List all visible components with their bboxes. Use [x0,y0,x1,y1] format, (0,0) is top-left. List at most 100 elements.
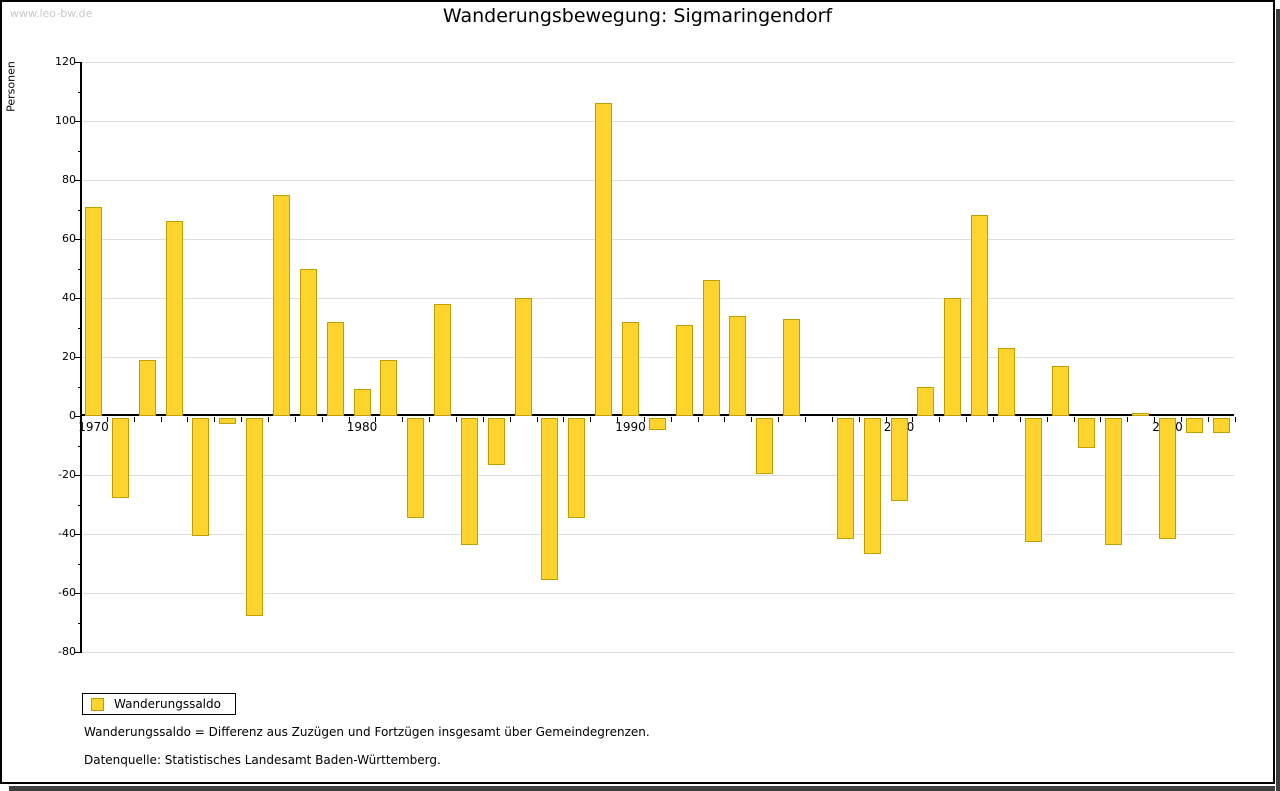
y-tick--20 [75,475,81,476]
bar-2004 [997,348,1015,416]
x-tick-22 [697,417,699,422]
bar-1988 [568,418,586,519]
bar-1978 [299,268,317,416]
y-minor-tick-110 [78,91,81,93]
y-tick-40 [75,298,81,299]
legend-swatch-icon [91,697,104,711]
gridline--60 [82,593,1234,594]
gridline-20 [82,357,1234,358]
y-tick-label-120: 120 [55,55,76,68]
x-tick-3 [187,417,189,422]
y-axis-title: Personen [4,61,18,112]
x-tick-2 [160,417,162,422]
x-axis-label-1970: 1970 [78,420,109,434]
window-shadow-right [1276,9,1280,791]
bar-1987 [541,418,559,581]
gridline--80 [82,652,1234,653]
bar-1996 [783,318,801,416]
x-tick-41 [1207,417,1209,422]
x-tick-4 [214,417,216,422]
y-tick-80 [75,180,81,181]
bar-1989 [595,103,613,416]
bar-2000 [890,418,908,501]
y-tick-20 [75,357,81,358]
x-tick-31 [939,417,941,422]
x-tick-25 [778,417,780,422]
bar-1977 [272,194,290,416]
y-minor-tick-10 [78,386,81,388]
x-tick-37 [1100,417,1102,422]
y-axis-line [80,62,82,653]
x-tick-27 [831,417,833,422]
x-tick-12 [429,417,431,422]
y-tick--60 [75,593,81,594]
x-tick-28 [858,417,860,422]
x-tick-30 [912,417,914,422]
x-tick-33 [992,417,994,422]
y-minor-tick--30 [78,504,81,506]
x-tick-21 [670,417,672,422]
bar-1990 [622,321,639,416]
bar-1981 [380,359,398,416]
bar-1972 [138,359,156,416]
y-minor-tick-30 [78,327,81,329]
x-tick-24 [751,417,753,422]
y-tick-label-0: 0 [69,409,76,422]
x-tick-36 [1073,417,1075,422]
x-tick-40 [1180,417,1182,422]
x-tick-42 [1234,417,1236,422]
x-tick-8 [321,417,323,422]
bar-2006 [1051,365,1069,416]
x-axis-label-1990: 1990 [615,420,646,434]
y-minor-tick--50 [78,563,81,565]
bar-1992 [675,324,693,416]
footnote-source: Datenquelle: Statistisches Landesamt Bad… [84,753,441,767]
y-tick-label--20: -20 [58,468,76,481]
page-title: Wanderungsbewegung: Sigmaringendorf [442,5,833,27]
plot-area: 19701980199020002010 [78,62,1236,653]
x-tick-10 [375,417,377,422]
bar-2008 [1105,418,1123,545]
legend-box: Wanderungssaldo [82,693,236,715]
gridline--20 [82,475,1234,476]
x-tick-35 [1046,417,1048,422]
gridline--40 [82,534,1234,535]
x-tick-38 [1127,417,1129,422]
bar-1999 [863,418,881,554]
x-tick-19 [617,417,619,422]
bar-2010 [1159,418,1176,539]
bar-1983 [434,303,452,416]
y-tick-60 [75,239,81,240]
x-axis-label-1980: 1980 [346,420,378,434]
y-tick-label-80: 80 [62,173,76,186]
y-tick-label-40: 40 [62,291,76,304]
bar-1974 [192,418,210,536]
bar-1975 [219,418,237,424]
bar-1979 [326,321,344,416]
bar-1982 [407,418,425,519]
x-tick-14 [482,417,484,422]
bar-2007 [1078,418,1096,448]
x-tick-5 [241,417,243,422]
bar-1973 [165,221,183,416]
footnote-definition: Wanderungssaldo = Differenz aus Zuzügen … [84,725,650,739]
x-tick-32 [966,417,968,422]
watermark: www.leo-bw.de [10,7,93,20]
x-tick-16 [536,417,538,422]
zero-axis-line [82,414,1234,416]
legend-label: Wanderungssaldo [114,697,221,711]
y-tick-120 [75,62,81,63]
gridline-100 [82,121,1234,122]
y-tick-label--40: -40 [58,527,76,540]
x-tick-0 [106,417,108,422]
gridline-40 [82,298,1234,299]
bar-1971 [111,418,129,498]
x-tick-29 [885,417,887,422]
bar-2009 [1132,413,1150,416]
bar-1976 [246,418,264,616]
x-tick-34 [1019,417,1021,422]
window-shadow-bottom [9,786,1275,791]
y-tick-label--60: -60 [58,586,76,599]
bar-1993 [702,280,720,416]
x-tick-20 [643,417,645,422]
